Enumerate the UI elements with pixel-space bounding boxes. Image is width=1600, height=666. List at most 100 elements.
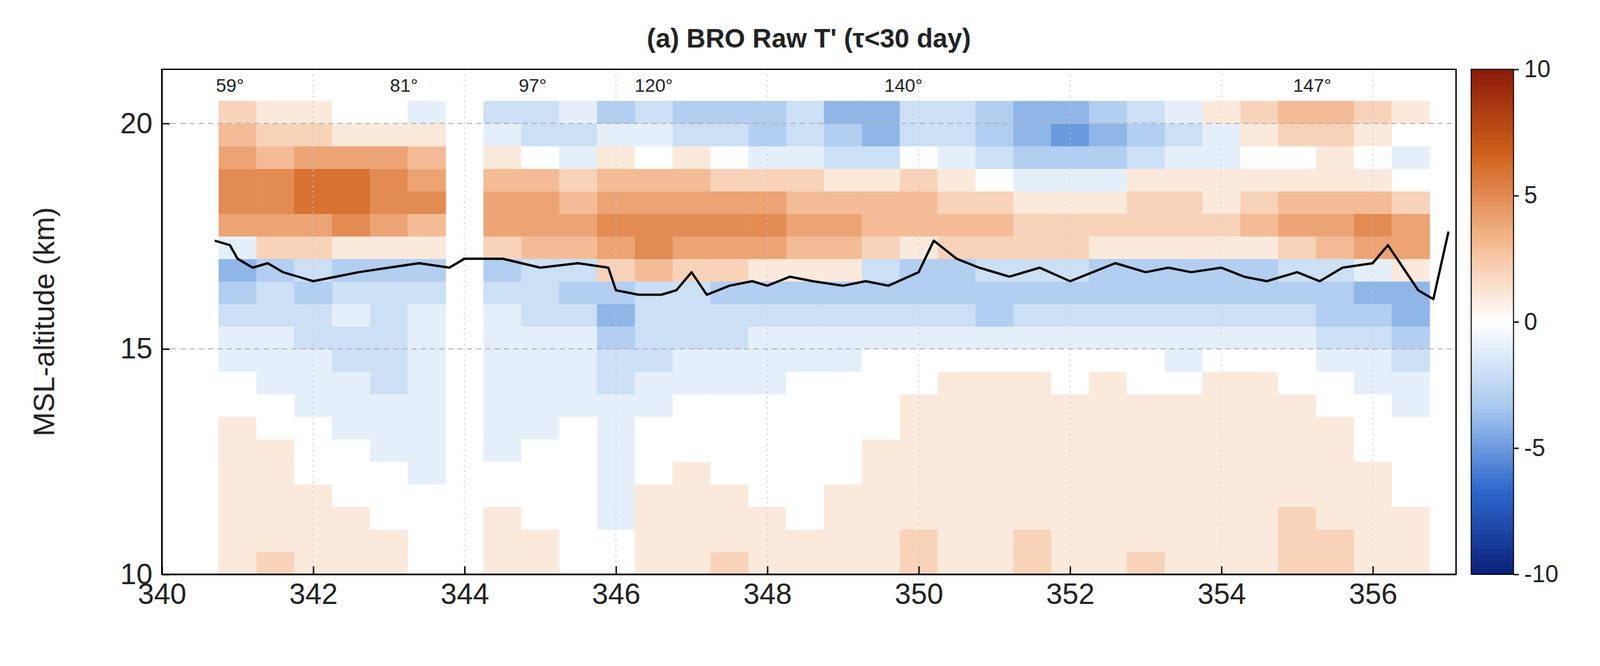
colorbar-segment [1471,367,1514,373]
tick-mark [161,348,170,350]
heatmap-cell [861,348,901,372]
heatmap-cell [369,439,409,463]
heatmap-cell [975,439,1014,463]
heatmap-cell [294,507,333,531]
heatmap-cell [672,303,712,327]
heatmap-cell [634,348,673,372]
heatmap-cell [634,213,673,238]
heatmap-cell [218,552,257,575]
colorbar-segment [1471,351,1514,358]
colorbar-segment [1471,408,1514,414]
heatmap-cell [1088,281,1128,305]
heatmap-cell [559,281,598,305]
heatmap-cell [1164,281,1204,305]
heatmap-cell [1353,326,1392,350]
colorbar-segment [1471,357,1514,363]
heatmap-cell [634,123,673,147]
heatmap-cell [1278,123,1317,147]
colorbar-segment [1471,493,1514,500]
heatmap-cell [369,190,409,214]
colorbar-axis: -10-50510 [1513,55,1559,588]
heatmap-cell [521,484,560,508]
heatmap-cell [1088,394,1128,418]
heatmap-cell [937,529,976,553]
heatmap-cell [1164,394,1204,418]
heatmap-cell [824,348,863,372]
heatmap-cell [1012,303,1052,327]
heatmap-cell [294,416,333,440]
tick-mark [1513,321,1519,323]
tick: 15 [120,332,170,365]
heatmap-cell [786,326,825,350]
tick-mark [615,566,617,575]
heatmap-cell [294,461,333,485]
heatmap-cell [1278,507,1317,531]
heatmap-cell [1240,303,1279,327]
heatmap-cell [1126,190,1165,214]
heatmap-cell [937,461,976,485]
heatmap-cell [1088,326,1128,350]
colorbar-segment [1471,134,1514,140]
colorbar-segment [1471,74,1514,80]
heatmap-cell [332,101,371,125]
tick-label: 348 [743,577,792,611]
tick-mark [464,566,466,575]
heatmap-cell [786,439,825,463]
heatmap-cell [748,326,787,350]
heatmap-cell [559,484,598,508]
heatmap-cell [596,529,636,553]
tick: 10 [1513,55,1551,83]
heatmap-cell [483,394,522,418]
heatmap-cell [332,123,371,147]
heatmap-cell [521,394,560,418]
heatmap-cell [1391,394,1431,418]
colorbar-segment [1471,559,1514,565]
colorbar-segment [1471,271,1514,277]
heatmap-cell [786,394,825,418]
colorbar-segment [1471,296,1514,302]
colorbar-segment [1471,392,1514,399]
heatmap-cell [1391,123,1431,147]
heatmap-cell [861,258,901,282]
heatmap-cell [786,416,825,440]
heatmap-cell [1164,101,1204,125]
heatmap-cell [710,529,749,553]
heatmap-cell [975,326,1014,350]
heatmap-cell [521,371,560,395]
heatmap-cell [824,190,863,214]
heatmap-cell [1126,281,1165,305]
heatmap-cell [634,529,673,553]
colorbar-segment [1471,524,1514,530]
heatmap-cell [1164,326,1204,350]
heatmap-cell [332,348,371,372]
heatmap-cell [1202,168,1241,192]
heatmap-cell [256,303,295,327]
heatmap-cell [900,281,939,305]
colorbar-segment [1471,452,1514,459]
heatmap-cell [1088,168,1128,192]
colorbar-segment [1471,498,1514,504]
heatmap-cell [1051,123,1090,147]
heatmap-cell [672,145,712,170]
heatmap-cell [1164,371,1204,395]
heatmap-cell [1202,326,1241,350]
heatmap-cell [1353,529,1392,553]
heatmap-cell [559,145,598,170]
colorbar-segment [1471,488,1514,494]
tick-label: 20 [120,106,153,140]
heatmap-cell [1353,552,1392,575]
heatmap-cell [861,484,901,508]
heatmap-cell [900,552,939,575]
heatmap-cell [634,461,673,485]
heatmap-cell [1164,123,1204,147]
heatmap-cell [408,190,447,214]
heatmap-cell [256,394,295,418]
heatmap-cell [218,168,257,192]
heatmap-cell [1278,236,1317,260]
heatmap-cell [521,101,560,125]
heatmap-cell [786,371,825,395]
colorbar-frame [1471,69,1514,575]
heatmap-cell [408,168,447,192]
heatmap-cell [824,529,863,553]
colorbar-segment [1471,473,1514,479]
